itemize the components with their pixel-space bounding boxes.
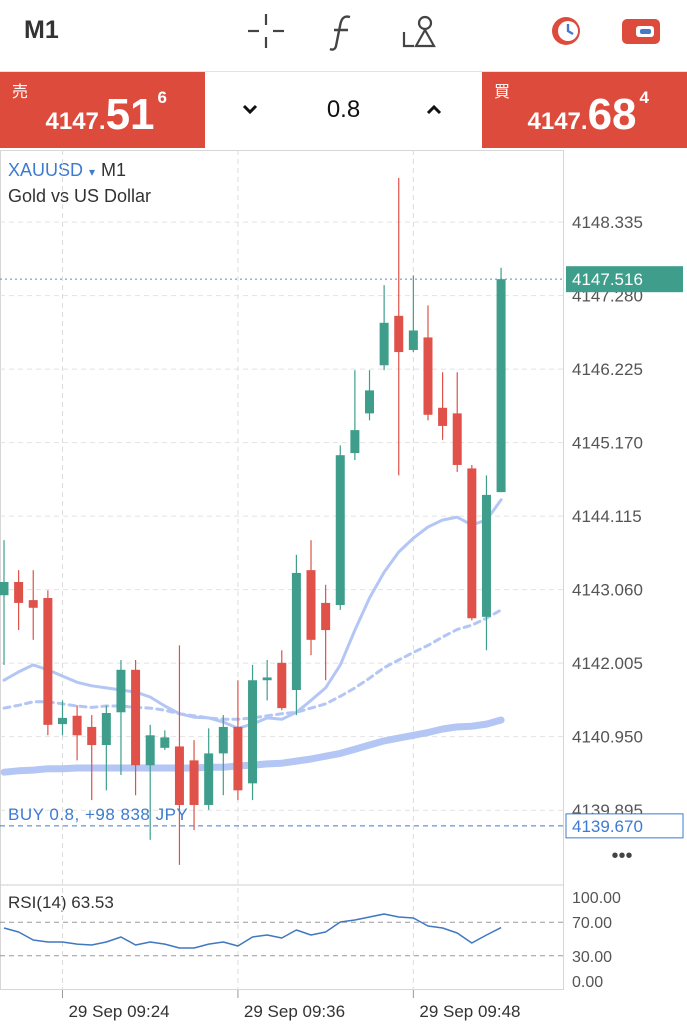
candle-body xyxy=(277,662,287,709)
rsi-line xyxy=(3,913,502,949)
chart-subtitle: Gold vs US Dollar xyxy=(8,186,151,206)
lot-increase[interactable] xyxy=(426,104,442,115)
y-tick-label: 4144.115 xyxy=(572,507,642,526)
candle-body xyxy=(423,337,433,415)
candle-body xyxy=(496,279,506,493)
y-tick-label: 4145.170 xyxy=(572,434,643,453)
candle-body xyxy=(204,753,214,805)
y-tick-label: 4147.280 xyxy=(572,287,643,306)
lot-size[interactable]: 0.8 xyxy=(326,96,361,123)
candle-body xyxy=(438,407,448,426)
toolbar-icons xyxy=(248,14,660,51)
chart-symbol-line: XAUUSD ▾ M1 xyxy=(8,160,126,180)
objects-icon[interactable] xyxy=(402,15,436,48)
menu-dots: ••• xyxy=(611,845,632,867)
sell-price: 4147.51 6 xyxy=(46,88,167,140)
y-tick-label: 0.00 xyxy=(572,974,603,991)
candle-body xyxy=(116,669,126,713)
timeframe: M1 xyxy=(101,160,126,180)
price-head: 4147. xyxy=(45,108,106,135)
lot-decrease[interactable] xyxy=(242,104,258,115)
sell-label: 売 xyxy=(12,84,29,101)
toolbar: M1 xyxy=(0,0,687,72)
candle-body xyxy=(101,712,111,746)
price-sup: 6 xyxy=(157,88,167,107)
y-tick-label: 30.00 xyxy=(572,949,612,966)
symbol: XAUUSD xyxy=(8,160,83,180)
last-price-box xyxy=(566,266,683,293)
candle-body xyxy=(57,717,67,725)
candle-body xyxy=(233,726,243,791)
candle-body xyxy=(87,726,97,746)
price-big: 51 xyxy=(105,90,155,139)
y-tick-label: 4139.895 xyxy=(572,801,643,820)
candle-body xyxy=(335,455,345,605)
moving-average xyxy=(2,608,503,721)
candle-body xyxy=(160,737,170,748)
chart-frame xyxy=(0,150,564,990)
candle-body xyxy=(394,315,404,353)
candle-body xyxy=(481,494,491,617)
last-price-label: 4147.516 xyxy=(572,270,643,289)
y-tick-label: 4140.950 xyxy=(572,728,643,747)
y-tick-label: 100.00 xyxy=(572,890,621,907)
candle-body xyxy=(248,680,258,784)
x-tick-label: 29 Sep 09:36 xyxy=(244,1002,345,1021)
candle-body xyxy=(321,602,331,631)
y-tick-label: 4143.060 xyxy=(572,581,643,600)
y-tick-label: 4146.225 xyxy=(572,360,643,379)
candle-body xyxy=(28,600,38,608)
position-text: BUY 0.8, +98 838 JPY xyxy=(8,805,188,824)
candle-body xyxy=(291,572,301,690)
crosshair-icon[interactable] xyxy=(248,14,284,48)
candle-body xyxy=(145,735,155,766)
timeframe-button[interactable]: M1 xyxy=(24,16,59,44)
position-price-label: 4139.670 xyxy=(572,817,643,836)
x-tick-label: 29 Sep 09:48 xyxy=(419,1002,520,1021)
position-price-box xyxy=(565,813,684,839)
candle-body xyxy=(365,390,374,414)
symbol-marker: ▾ xyxy=(89,165,95,179)
buy-button[interactable]: 買 4147.68 4 xyxy=(482,72,687,148)
lot-arrows xyxy=(242,104,442,115)
account-icon[interactable] xyxy=(622,19,660,44)
price-sup: 4 xyxy=(639,88,649,107)
candle-body xyxy=(189,760,199,805)
y-tick-label: 70.00 xyxy=(572,915,612,932)
clock-icon[interactable] xyxy=(552,17,580,45)
y-tick-label: 4142.005 xyxy=(572,654,643,673)
candle-body xyxy=(452,413,462,465)
candle-body xyxy=(408,330,418,350)
x-tick-label: 29 Sep 09:24 xyxy=(68,1002,169,1021)
candle-body xyxy=(174,746,184,805)
candle-body xyxy=(350,430,360,454)
buy-label: 買 xyxy=(494,84,511,101)
sell-button[interactable]: 売 4147.51 6 xyxy=(0,72,205,148)
candle-body xyxy=(43,598,53,725)
candle-body xyxy=(218,726,228,754)
candle-body xyxy=(72,715,82,736)
candle-body xyxy=(14,581,24,603)
price-big: 68 xyxy=(587,90,637,139)
rsi-title: RSI(14) 63.53 xyxy=(8,893,114,912)
lot-control: 0.8 xyxy=(205,72,482,148)
candle-body xyxy=(467,468,477,619)
moving-average xyxy=(0,716,505,776)
candle-body xyxy=(0,581,9,596)
candle-body xyxy=(131,669,141,766)
price-head: 4147. xyxy=(527,108,588,135)
candle-body xyxy=(262,677,272,681)
indicators-icon[interactable] xyxy=(329,15,351,51)
candle-body xyxy=(379,322,389,366)
buy-price: 4147.68 4 xyxy=(528,88,649,140)
y-tick-label: 4148.335 xyxy=(572,213,643,232)
moving-average xyxy=(2,498,503,730)
candle-body xyxy=(306,570,316,640)
trade-bar: 売 4147.51 6 0.8 買 4147.68 4 xyxy=(0,72,687,148)
